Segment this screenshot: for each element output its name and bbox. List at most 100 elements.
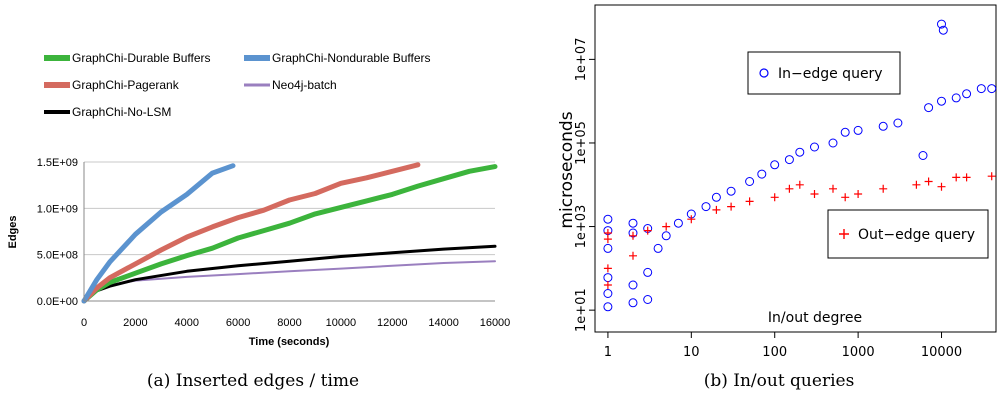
chart-b-y-tick-label: 1e+01 [574,288,589,332]
chart-b-x-tick-label: 1000 [842,345,875,360]
chart-b-in-edge-point [828,138,838,148]
chart-b-in-edge-point [853,125,863,135]
chart-a-x-tick-label: 8000 [277,317,301,329]
caption-b: (b) In/out queries [704,371,855,391]
chart-b-y-tick-label: 1e+07 [574,38,589,82]
chart-a-legend: GraphChi-Durable Buffers GraphChi-Nondura… [44,51,431,119]
chart-b-in-edge-point [795,147,805,157]
chart-b-in-edge-point [661,231,671,241]
chart-b-in-edge-point [603,214,613,224]
chart-a-y-tick-label: 5.0E+08 [37,250,78,262]
chart-b-in-edge-point [603,243,613,253]
chart-b-out-edge-point [629,251,637,260]
chart-b-legend-marker [759,68,769,78]
chart-a-axes [83,162,495,302]
chart-b-in-edge-point [628,298,638,308]
chart-b-out-edge-point [937,182,946,191]
chart-a-y-axis-label: Edges [7,215,19,248]
chart-b-out-edge-point [727,202,736,211]
chart-b-in-edge-point [653,243,663,253]
chart-b-in-edge-point [711,192,721,202]
chart-b-in-edge-point [840,127,850,137]
chart-b-in-edge-point [951,93,961,103]
chart-a-y-tick-label: 0.0E+00 [37,296,78,308]
chart-b-legend-box [747,51,901,95]
chart-b-in-edge-point [810,142,819,152]
chart-a-x-tick-label: 16000 [480,317,511,329]
chart-b-legend-label: In−edge query [778,66,883,82]
chart-a-legend-label: Neo4j-batch [272,78,337,92]
chart-a-x-tick-label: 12000 [377,317,408,329]
chart-b-out-edge-point [643,226,652,235]
chart-b-in-edge-point [603,302,613,312]
chart-b: 1 10 100 1000 10000 1e+01 1e+03 1e+05 1e+07 micr… [557,4,997,360]
chart-b-legend: In−edge query Out−edge query [747,51,989,259]
chart-a-series [81,162,498,304]
chart-b-out-edge-point [987,172,996,181]
chart-a-legend-label: GraphChi-Pagerank [72,78,180,92]
chart-b-in-edge-point [643,267,653,277]
chart-a: 0.0E+00 5.0E+08 1.0E+09 1.5E+09 0 2000 4000 600… [7,51,510,348]
chart-b-y-axis-label: microseconds [557,111,577,228]
chart-b-out-edge-point [603,229,612,237]
chart-b-out-edge-point [795,180,804,189]
chart-b-out-edge-point [962,173,971,182]
chart-b-out-edge-point [687,215,696,224]
chart-b-in-edge-point [924,103,934,113]
chart-a-x-tick-label: 14000 [428,317,459,329]
chart-a-tick-labels: 0.0E+00 5.0E+08 1.0E+09 1.5E+09 0 2000 4000 600… [37,157,511,329]
chart-b-out-edge-point [629,231,637,240]
chart-b-x-tick-label: 100 [762,345,787,360]
chart-a-x-axis-label: Time (seconds) [249,336,330,348]
chart-a-series-line [81,164,498,304]
chart-b-in-edge-point [628,218,638,228]
chart-b-x-axis-label: In/out degree [768,310,862,326]
chart-b-x-tick-label: 10 [683,345,700,360]
chart-b-x-tick-label: 1 [604,345,612,360]
chart-b-in-edge-point [937,96,946,106]
chart-a-y-tick-label: 1.0E+09 [37,203,78,215]
chart-b-in-edge-point [643,295,653,304]
chart-a-legend-label: GraphChi-Durable Buffers [72,51,211,65]
chart-b-out-edge-point [603,264,612,273]
chart-a-y-tick-label: 1.5E+09 [37,157,78,169]
chart-b-in-edge-point [937,19,946,29]
chart-b-legend-label: Out−edge query [858,227,975,243]
chart-b-out-edge-point [879,184,888,193]
chart-b-out-edge-point [854,190,863,198]
chart-b-out-edge-point [662,222,671,231]
chart-a-x-tick-label: 10000 [326,317,357,329]
chart-b-in-edge-point [962,89,972,99]
chart-a-series-line [81,163,236,304]
chart-b-out-edge-point [603,281,612,289]
chart-b-x-tick-label: 10000 [921,345,962,360]
chart-b-in-edge-point [893,118,903,128]
chart-b-in-edge-point [784,155,794,165]
chart-b-in-edge-point [938,25,948,35]
chart-a-x-tick-label: 6000 [226,317,250,329]
chart-b-in-edge-point [976,84,986,94]
chart-b-out-edge-point [912,180,921,189]
chart-b-out-edge-point [841,193,850,202]
chart-b-in-edge-point [987,84,997,94]
chart-b-in-edge-point [878,121,888,131]
chart-b-in-edge-point [726,186,736,196]
chart-b-legend-marker [839,229,849,239]
chart-b-in-edge-point [770,160,780,170]
chart-b-legend-box [827,209,989,259]
chart-b-in-edge-point [757,169,767,179]
caption-a: (a) Inserted edges / time [147,371,359,391]
chart-b-in-edge-point [628,280,638,290]
chart-a-x-tick-label: 4000 [175,317,199,329]
chart-b-in-edge-point [603,273,613,283]
chart-b-out-edge-point [829,184,837,193]
chart-b-in-edge-point [745,177,755,186]
chart-b-points [603,19,997,312]
chart-b-out-edge-point [745,197,754,206]
chart-b-out-edge-point [712,205,721,214]
chart-b-y-tick-label: 1e+05 [574,121,589,165]
chart-b-y-tick-label: 1e+03 [574,205,589,249]
chart-b-plot-frame [594,4,997,333]
chart-a-legend-label: GraphChi-No-LSM [72,105,171,119]
